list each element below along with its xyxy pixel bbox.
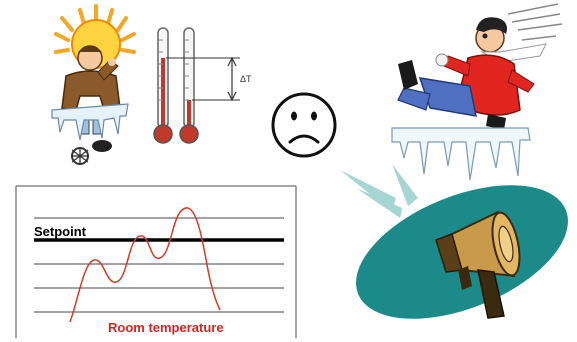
setpoint-label: Setpoint bbox=[34, 224, 87, 239]
hot-person-with-sun-icon bbox=[51, 4, 136, 165]
sad-face-icon bbox=[271, 92, 337, 158]
delta-t-label: ΔT bbox=[240, 74, 252, 84]
two-thermometers-icon: ΔT bbox=[153, 27, 252, 144]
room-temperature-curve bbox=[69, 207, 221, 323]
freezing-person-on-ice-icon bbox=[391, 3, 563, 181]
megaphone-alarm-icon bbox=[340, 164, 568, 319]
temperature-chart: Setpoint Room temperature bbox=[15, 185, 297, 338]
room-temperature-label: Room temperature bbox=[108, 320, 224, 335]
